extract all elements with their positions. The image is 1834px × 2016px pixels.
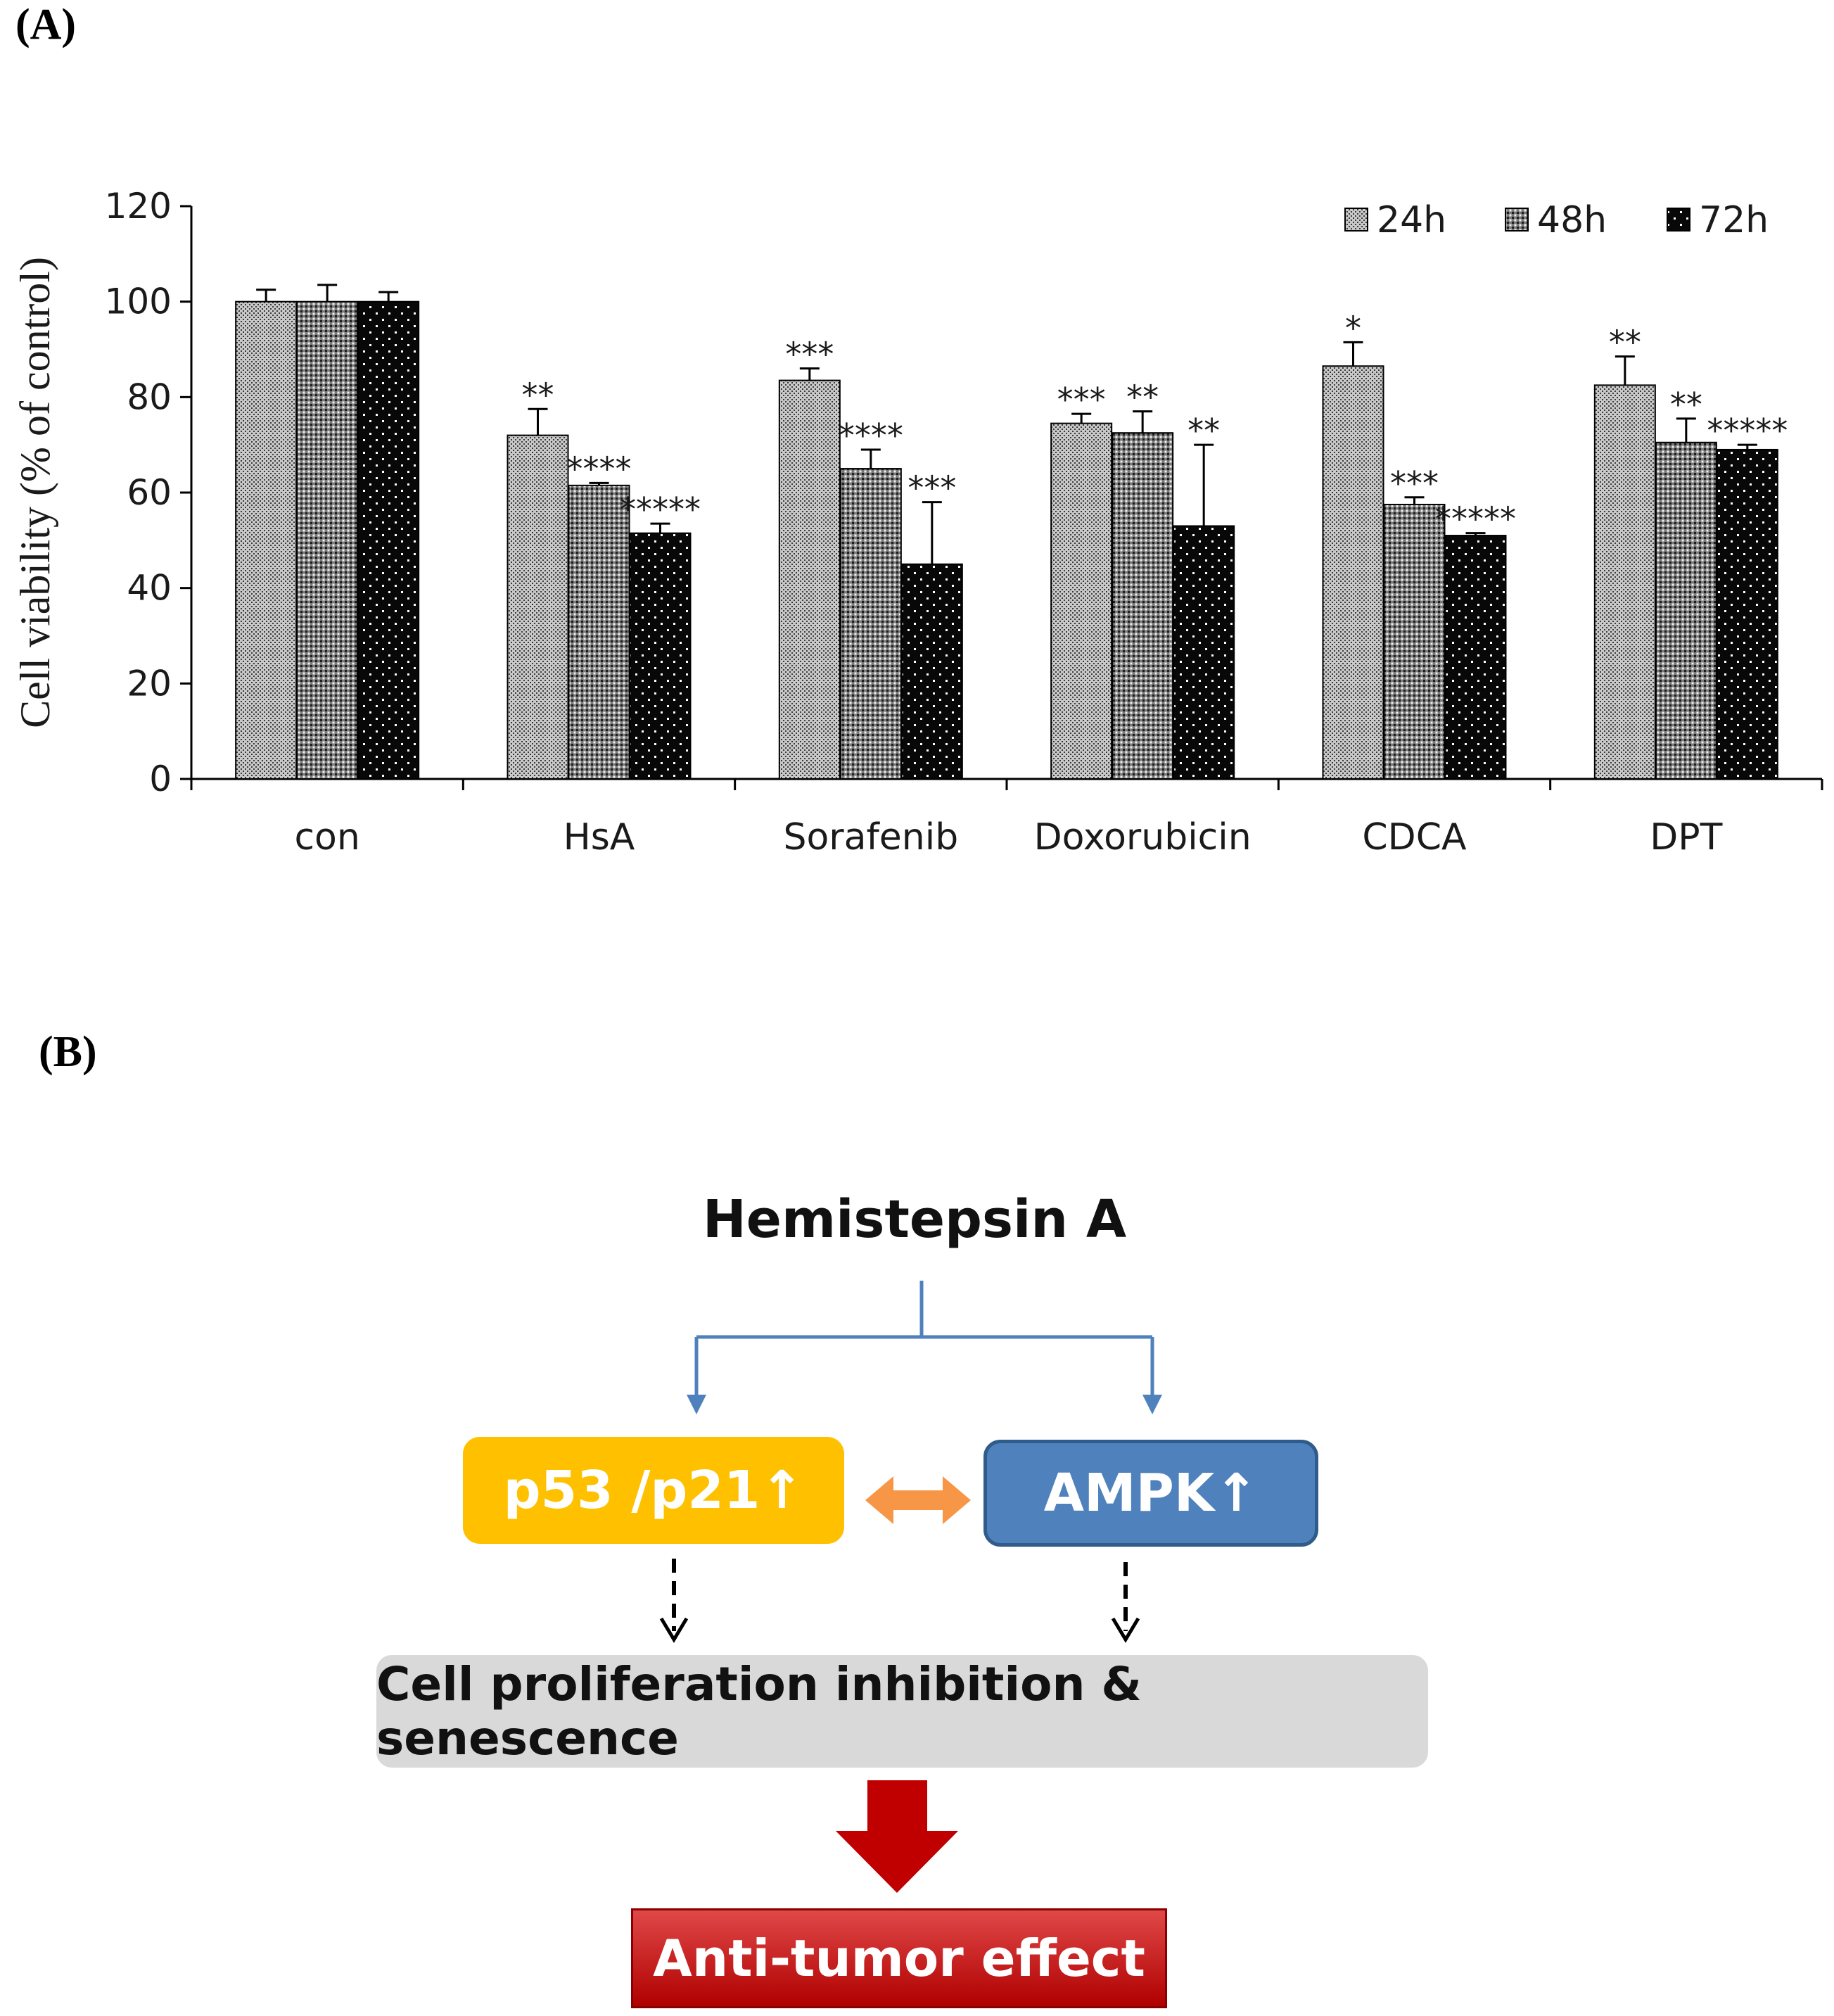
x-category-label: Sorafenib xyxy=(783,816,958,858)
significance-label: * xyxy=(1345,309,1361,347)
dashed-left-arrowhead xyxy=(659,1617,689,1643)
bar-48h xyxy=(839,468,902,780)
legend-swatch-48h xyxy=(1505,208,1529,232)
bar-72h xyxy=(357,300,420,780)
x-category-label: Doxorubicin xyxy=(1034,816,1252,858)
y-tick-label: 0 xyxy=(149,759,172,799)
bar-48h xyxy=(1112,432,1174,780)
significance-label: **** xyxy=(839,417,903,455)
bar-48h xyxy=(1655,441,1717,780)
y-tick-label: 60 xyxy=(127,472,172,513)
red-down-arrow-icon xyxy=(836,1780,958,1893)
bar-72h xyxy=(1444,535,1507,780)
significance-label: ** xyxy=(1670,386,1702,424)
significance-label: ** xyxy=(1126,379,1159,417)
dashed-right-arrowhead xyxy=(1111,1617,1140,1643)
legend-label-24h: 24h xyxy=(1377,199,1446,241)
bar-24h xyxy=(778,379,841,780)
y-tick-label: 20 xyxy=(127,663,172,704)
significance-label: ** xyxy=(522,376,554,414)
significance-label: ** xyxy=(1187,412,1220,450)
anti-tumor-box: Anti-tumor effect xyxy=(631,1908,1167,2008)
significance-label: **** xyxy=(567,450,632,488)
bar-24h xyxy=(1593,384,1656,780)
bar-72h xyxy=(900,563,963,780)
bar-24h xyxy=(507,434,569,780)
legend-label-48h: 48h xyxy=(1537,199,1607,241)
bar-chart: Cell viability (% of control) 0 20 40 60 80 1… xyxy=(12,186,1823,858)
bar-48h xyxy=(1383,503,1446,780)
significance-label: *** xyxy=(1057,381,1106,419)
p53-p21-box: p53 /p21↑ xyxy=(463,1437,844,1544)
x-category-label: con xyxy=(294,816,359,858)
bar-48h xyxy=(296,300,359,780)
bar-72h xyxy=(629,532,692,780)
panel-a-label: (A) xyxy=(15,1,77,49)
legend-swatch-24h xyxy=(1344,208,1368,232)
legend-swatch-72h xyxy=(1667,208,1690,232)
y-tick-label: 80 xyxy=(127,376,172,417)
significance-label: *** xyxy=(1390,464,1439,502)
bar-24h xyxy=(1050,422,1113,780)
panel-b-label: (B) xyxy=(39,1028,97,1076)
significance-label: ***** xyxy=(1707,412,1788,450)
y-tick-label: 40 xyxy=(127,568,172,609)
significance-label: ***** xyxy=(620,490,701,528)
blue-left-arrowhead xyxy=(687,1395,706,1414)
significance-label: *** xyxy=(908,469,956,507)
significance-label: ***** xyxy=(1435,500,1516,538)
y-axis-label: Cell viability (% of control) xyxy=(12,257,58,728)
x-category-label: HsA xyxy=(563,816,635,858)
y-tick-label: 100 xyxy=(105,281,172,322)
significance-label: ** xyxy=(1609,324,1641,362)
diagram-title: Hemistepsin A xyxy=(702,1189,1127,1250)
x-category-label: CDCA xyxy=(1362,816,1467,858)
blue-right-arrowhead xyxy=(1142,1395,1162,1414)
bar-48h xyxy=(568,484,630,780)
legend-label-72h: 72h xyxy=(1699,199,1769,241)
ampk-box: AMPK↑ xyxy=(983,1440,1318,1547)
significance-label: *** xyxy=(785,336,834,374)
bar-24h xyxy=(235,300,298,780)
double-arrow-icon xyxy=(865,1476,971,1524)
bar-72h xyxy=(1173,525,1235,780)
bar-24h xyxy=(1322,365,1384,780)
proliferation-box: Cell proliferation inhibition & senescen… xyxy=(376,1655,1428,1768)
bar-72h xyxy=(1716,448,1778,780)
y-tick-label: 120 xyxy=(105,186,172,227)
x-category-label: DPT xyxy=(1650,816,1722,858)
